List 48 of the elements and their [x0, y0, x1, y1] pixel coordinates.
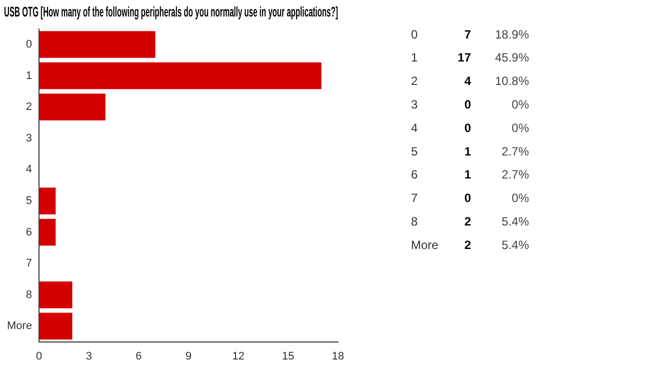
x-tick-label: 9 [185, 350, 192, 362]
text: 7 [411, 191, 418, 206]
category-label: More [411, 238, 438, 252]
text: 45.9% [494, 50, 530, 65]
y-tick-label: 3 [26, 132, 32, 144]
x-tick-label: 0 [36, 350, 42, 362]
text: 18.9% [494, 27, 530, 42]
category-label: 5 [411, 144, 418, 158]
x-tick-label: 15 [282, 350, 294, 362]
text: 0 [411, 27, 418, 42]
text: 4 [464, 74, 471, 88]
x-tick-label: 12 [232, 350, 244, 362]
text: 0% [512, 191, 530, 206]
category-label: 0 [464, 191, 471, 206]
y-tick-label: 7 [26, 258, 32, 270]
text: 17 [458, 50, 472, 65]
text: 7 [464, 27, 471, 42]
text: 1 [464, 144, 472, 158]
text: 0% [512, 98, 530, 112]
category-label: 6 [411, 168, 418, 182]
text: 10.8% [494, 74, 530, 88]
text: 5.4% [502, 214, 530, 229]
text: 4 [411, 120, 418, 135]
category-label: 2 [464, 238, 471, 252]
y-tick-label: More [7, 320, 32, 332]
text: 0 [464, 120, 472, 135]
x-tick-label: 18 [332, 350, 344, 362]
category-label: 3 [411, 98, 418, 112]
text: 2 [464, 214, 472, 229]
y-tick-label: 5 [26, 194, 32, 207]
y-tick-label: 8 [26, 288, 32, 301]
chart-title: USB OTG [How many of the following peripherals do you normally use in your applications?] [4, 5, 338, 20]
text: 0% [512, 120, 530, 135]
x-tick-label: 6 [136, 350, 142, 362]
text: 2 [411, 74, 418, 88]
y-tick-label: 1 [26, 70, 32, 82]
text: 5.4% [502, 238, 530, 252]
y-tick-label: 4 [26, 164, 32, 176]
y-tick-label: 2 [26, 101, 32, 114]
text: 2.7% [502, 168, 530, 182]
category-label: 1 [464, 168, 471, 182]
text: 1 [411, 50, 418, 65]
x-tick-label: 3 [86, 350, 92, 362]
text: 2.7% [502, 144, 530, 158]
y-tick-label: 6 [26, 226, 32, 238]
category-label: 8 [411, 214, 418, 229]
y-tick-label: 0 [26, 38, 32, 50]
text: 0 [464, 98, 472, 112]
